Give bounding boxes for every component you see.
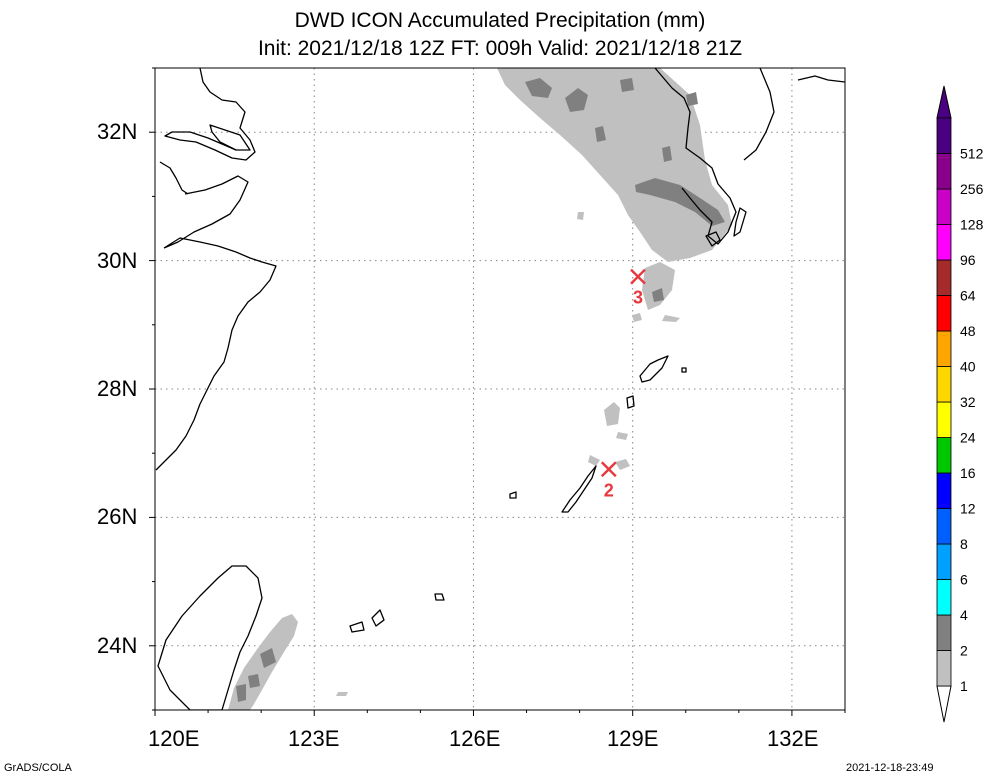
legend-label: 8: [960, 536, 968, 552]
legend-swatch: [936, 614, 952, 651]
island-okinawa: [561, 465, 597, 513]
marker-label: 3: [633, 288, 643, 308]
precipitation-field: [228, 68, 732, 710]
legend-label: 64: [960, 288, 976, 304]
legend-label: 32: [960, 394, 976, 410]
legend-label: 6: [960, 572, 968, 588]
x-tick-label-129e: 129E: [607, 726, 659, 751]
kyushu-coast: [654, 68, 845, 245]
legend-label: 256: [960, 181, 984, 197]
station-marker-3: 3: [630, 268, 646, 308]
coastlines: [155, 68, 845, 710]
map-subtitle: Init: 2021/12/18 12Z FT: 009h Valid: 202…: [257, 37, 743, 60]
y-tick-label-26n: 26N: [97, 504, 138, 529]
legend-swatch: [936, 153, 952, 190]
station-marker-2: 2: [600, 461, 617, 500]
y-tick-label-24n: 24N: [97, 633, 138, 658]
footer-credit: GrADS/COLA: [4, 762, 72, 774]
footer-timestamp: 2021-12-18-23:49: [846, 762, 934, 774]
legend-label: 128: [960, 217, 984, 233]
legend-bottom-arrow: [936, 685, 952, 723]
legend-swatch: [936, 366, 952, 403]
station-markers: 23: [600, 268, 646, 500]
legend-swatch: [936, 259, 952, 296]
legend-swatch: [936, 508, 952, 545]
legend-swatch: [936, 437, 952, 474]
legend-label: 24: [960, 430, 976, 446]
legend-swatch: [936, 401, 952, 438]
yangtze-estuary: [209, 124, 251, 151]
axis-ticks: [149, 67, 846, 716]
island-yakushima: [705, 231, 721, 247]
legend-swatch: [936, 224, 952, 261]
legend-swatch: [936, 188, 952, 225]
island-koshiki: [681, 367, 687, 373]
x-tick-label-123e: 123E: [288, 726, 340, 751]
taiwan-island: [157, 565, 263, 710]
island-ishigaki: [371, 609, 385, 627]
legend-swatch: [936, 117, 952, 154]
y-tick-label-30n: 30N: [97, 248, 138, 273]
island-tokunoshima: [626, 395, 635, 409]
marker-cross-icon: [630, 268, 646, 285]
legend-label: 16: [960, 465, 976, 481]
legend-label: 1: [960, 678, 968, 694]
legend-label: 40: [960, 359, 976, 375]
x-tick-label-132e: 132E: [767, 726, 819, 751]
marker-cross-icon: [600, 461, 617, 478]
marker-label: 2: [604, 480, 614, 500]
legend-label: 48: [960, 323, 976, 339]
island-tanegashima: [733, 207, 747, 237]
island-yonaguni: [434, 593, 445, 601]
legend-label: 12: [960, 501, 976, 517]
island-kumejima: [509, 491, 517, 499]
precip-dark-area: [236, 78, 725, 702]
legend-label: 4: [960, 607, 968, 623]
legend-swatch: [936, 543, 952, 580]
china-coastline: [155, 68, 277, 471]
legend-label: 96: [960, 252, 976, 268]
map-title: DWD ICON Accumulated Precipitation (mm): [294, 9, 706, 32]
precip-light-area: [228, 68, 732, 710]
y-tick-label-32n: 32N: [97, 119, 138, 144]
legend-swatch: [936, 472, 952, 509]
legend-swatch: [936, 650, 952, 687]
legend-swatch: [936, 330, 952, 367]
island-miyako: [349, 621, 365, 633]
legend-label: 2: [960, 643, 968, 659]
legend-swatch: [936, 295, 952, 332]
map-gridlines: [155, 68, 845, 710]
island-amami: [639, 355, 669, 383]
legend-top-arrow: [936, 85, 952, 119]
y-tick-label-28n: 28N: [97, 376, 138, 401]
map-frame: [154, 67, 846, 711]
legend-label: 512: [960, 146, 984, 162]
legend-swatch: [936, 579, 952, 616]
x-tick-label-120e: 120E: [148, 726, 200, 751]
x-tick-label-126e: 126E: [449, 726, 501, 751]
